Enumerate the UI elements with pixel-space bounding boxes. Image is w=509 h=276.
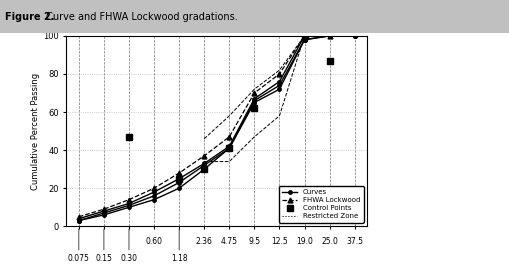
Y-axis label: Cumulative Percent Passing: Cumulative Percent Passing <box>31 73 40 190</box>
Text: 1.18: 1.18 <box>171 254 187 263</box>
Text: 2.36: 2.36 <box>195 237 212 246</box>
Text: 0.15: 0.15 <box>95 254 112 263</box>
Text: 9.5: 9.5 <box>248 237 260 246</box>
Text: 12.5: 12.5 <box>270 237 287 246</box>
Text: 0.075: 0.075 <box>68 254 90 263</box>
Text: Curve and FHWA Lockwood gradations.: Curve and FHWA Lockwood gradations. <box>43 12 238 22</box>
Legend: Curves, FHWA Lockwood, Control Points, Restricted Zone: Curves, FHWA Lockwood, Control Points, R… <box>278 186 363 223</box>
Text: 0.30: 0.30 <box>120 254 137 263</box>
Text: 19.0: 19.0 <box>296 237 313 246</box>
Text: 25.0: 25.0 <box>321 237 337 246</box>
Text: 37.5: 37.5 <box>346 237 362 246</box>
Text: 4.75: 4.75 <box>220 237 237 246</box>
Text: 0.60: 0.60 <box>145 237 162 246</box>
Text: Figure 2.: Figure 2. <box>5 12 54 22</box>
